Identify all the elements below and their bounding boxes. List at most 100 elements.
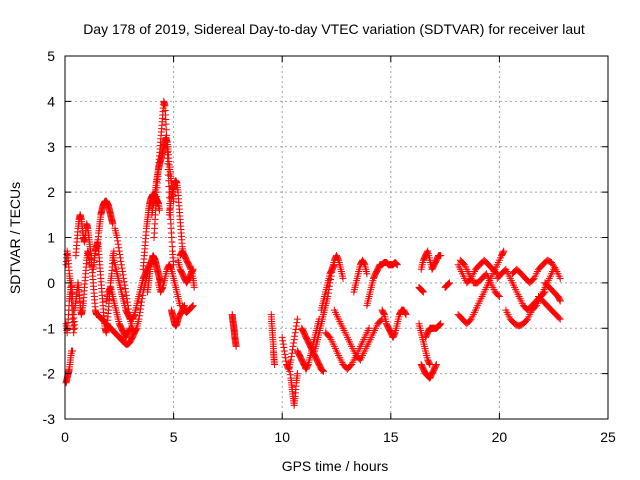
data-point: [124, 302, 132, 310]
data-point: [426, 361, 434, 369]
axis-ticks: [64, 55, 609, 420]
x-tick-label: 0: [61, 429, 69, 445]
data-point: [189, 302, 197, 310]
data-point: [418, 287, 426, 295]
data-point: [318, 366, 326, 374]
data-point: [123, 295, 131, 303]
data-point: [293, 370, 301, 378]
tick-labels: 0 5 10 15 20 25 -3 -2 -1 0 1 2 3 4 5: [43, 48, 616, 445]
data-point: [556, 315, 564, 323]
series-s39: [422, 320, 445, 341]
data-point: [289, 346, 297, 354]
y-tick-label: 3: [47, 139, 55, 155]
data-point: [126, 338, 134, 346]
data-point: [304, 362, 312, 370]
data-marks: [62, 97, 564, 409]
y-tick-label: 5: [47, 48, 55, 64]
data-point: [319, 367, 327, 375]
data-point: [444, 280, 452, 288]
data-point: [445, 279, 453, 287]
series-s36: [417, 361, 440, 382]
data-point: [123, 298, 131, 306]
series-s30: [322, 324, 373, 373]
series-s38: [415, 283, 427, 296]
data-point: [318, 366, 326, 374]
chart-title: Day 178 of 2019, Sidereal Day-to-day VTE…: [83, 21, 585, 37]
data-point: [287, 356, 295, 364]
data-point: [419, 288, 427, 296]
data-point: [334, 255, 342, 263]
data-point: [278, 333, 286, 341]
data-point: [290, 339, 298, 347]
series-s04: [72, 211, 100, 319]
data-point: [425, 359, 433, 367]
data-point: [119, 271, 127, 279]
series-s42: [454, 247, 508, 328]
data-point: [393, 261, 401, 269]
y-tick-label: 4: [47, 93, 55, 109]
series-s29: [317, 261, 338, 314]
data-point: [117, 261, 125, 269]
data-point: [392, 260, 400, 268]
data-point: [380, 310, 388, 318]
y-tick-label: 2: [47, 184, 55, 200]
data-point: [436, 320, 444, 328]
data-point: [115, 247, 123, 255]
data-point: [365, 324, 373, 332]
data-point: [113, 234, 121, 241]
data-point: [109, 220, 117, 228]
series-s23: [267, 311, 279, 369]
x-tick-label: 20: [492, 429, 508, 445]
data-point: [435, 321, 443, 329]
data-point: [69, 347, 77, 355]
data-point: [423, 248, 431, 256]
x-tick-label: 15: [383, 429, 399, 445]
data-point: [136, 305, 144, 313]
data-point: [495, 292, 503, 300]
data-point: [445, 279, 453, 287]
series-s43: [456, 256, 503, 300]
data-point: [138, 298, 146, 306]
series-s15: [148, 134, 178, 219]
data-point: [293, 315, 301, 323]
series-s08: [94, 311, 139, 348]
data-point: [556, 296, 564, 304]
data-point: [125, 308, 133, 316]
data-point: [377, 316, 385, 324]
series-s37: [417, 247, 445, 273]
data-point: [114, 237, 122, 245]
y-tick-label: 1: [47, 230, 55, 246]
data-point: [188, 303, 196, 311]
series-s46: [508, 256, 564, 287]
data-point: [281, 350, 289, 358]
data-point: [116, 254, 124, 262]
data-point: [122, 291, 130, 299]
data-point: [319, 367, 327, 375]
data-point: [500, 247, 508, 255]
data-point: [121, 285, 129, 293]
data-point: [393, 260, 401, 268]
series-s25: [285, 361, 301, 409]
data-point: [286, 367, 294, 375]
data-point: [401, 310, 409, 318]
data-point: [392, 259, 400, 267]
data-point: [291, 329, 299, 337]
series-s32: [350, 256, 371, 296]
data-point: [289, 342, 297, 350]
data-point: [119, 268, 127, 276]
data-point: [120, 274, 128, 282]
data-point: [158, 285, 166, 293]
data-point: [118, 264, 126, 272]
data-point: [126, 312, 134, 320]
series-s40: [441, 279, 453, 291]
x-tick-label: 5: [170, 429, 178, 445]
data-point: [167, 264, 175, 272]
series-s07: [94, 197, 117, 251]
data-point: [556, 274, 564, 282]
data-point: [360, 260, 368, 268]
data-point: [281, 354, 289, 362]
y-tick-label: -3: [43, 411, 56, 427]
data-point: [126, 325, 134, 333]
